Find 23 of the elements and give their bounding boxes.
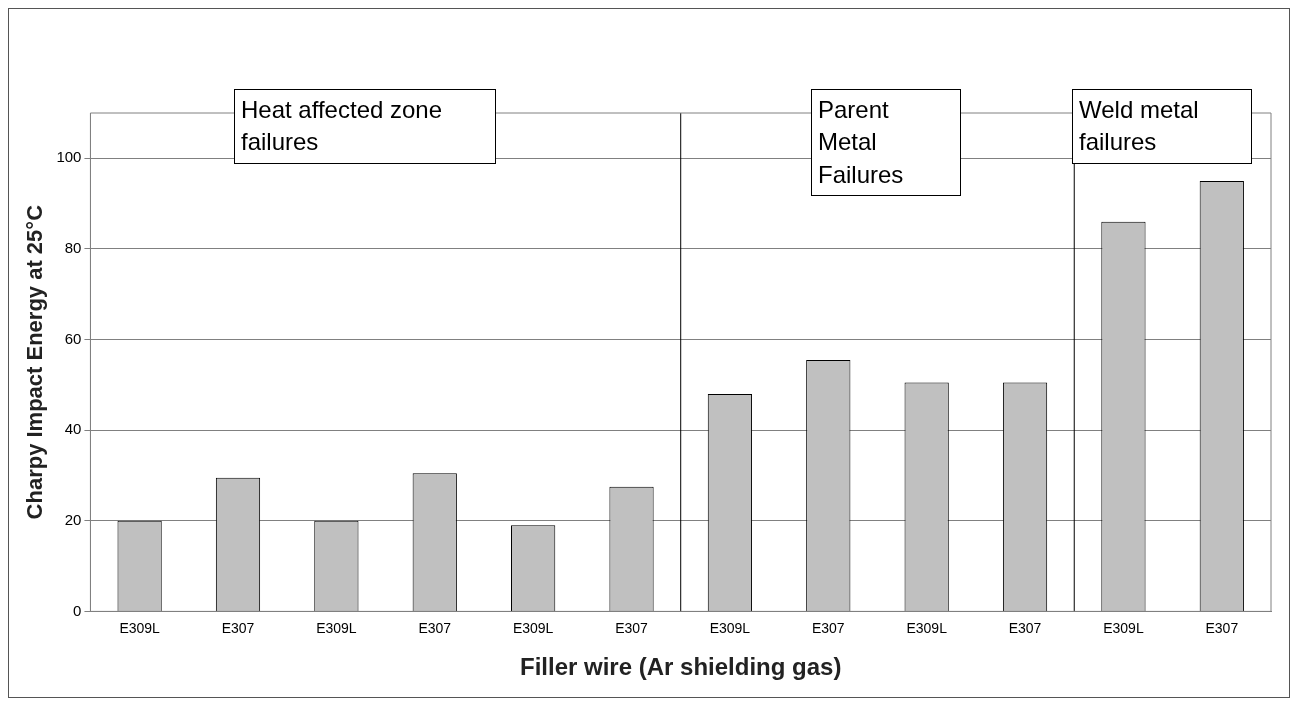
y-tick-label: 0: [73, 601, 82, 619]
y-tick-label: 80: [64, 239, 82, 257]
y-axis-title: Charpy Impact Energy at 25°C: [22, 204, 48, 520]
x-tick-label: E309L: [906, 619, 948, 636]
x-tick-label: E307: [1205, 619, 1239, 636]
x-tick-label: E309L: [316, 619, 357, 636]
x-tick-label: E307: [418, 619, 452, 636]
x-tick-label: E309L: [1103, 619, 1144, 636]
x-tick-label: E309L: [512, 619, 554, 636]
x-tick-label: E309L: [709, 619, 751, 636]
note-box: Parent Metal Failures: [811, 89, 961, 197]
y-tick-label: 60: [64, 329, 82, 347]
x-axis-title: Filler wire (Ar shielding gas): [520, 653, 842, 681]
y-tick-label: 100: [56, 148, 82, 166]
y-tick-label: 20: [64, 510, 82, 528]
x-tick-label: E307: [615, 619, 649, 636]
note-box: Heat affected zone failures: [234, 89, 496, 164]
x-tick-label: E307: [221, 619, 255, 636]
x-tick-label: E307: [811, 619, 845, 636]
x-tick-label: E309L: [119, 619, 161, 636]
note-box: Weld metal failures: [1072, 89, 1252, 164]
y-tick-label: 40: [64, 420, 82, 438]
x-tick-label: E307: [1008, 619, 1042, 636]
